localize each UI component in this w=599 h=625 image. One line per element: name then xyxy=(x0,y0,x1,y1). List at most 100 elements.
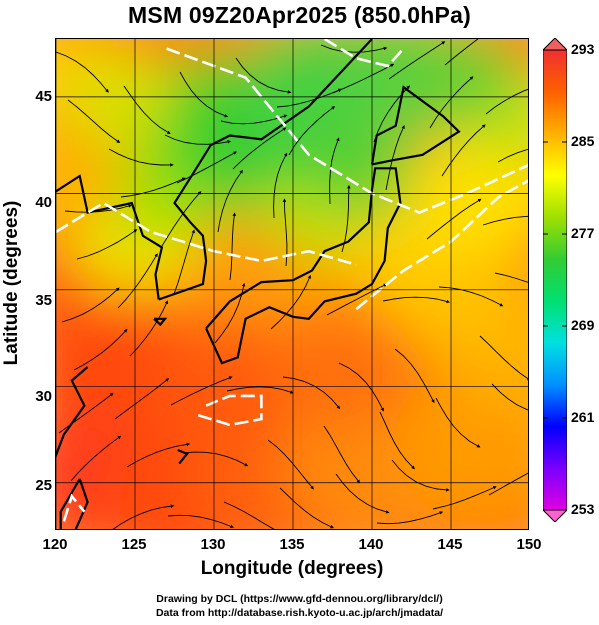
streamline xyxy=(388,41,446,80)
streamline xyxy=(64,204,133,213)
contour-line xyxy=(62,493,86,522)
streamline xyxy=(67,99,121,144)
streamline xyxy=(379,411,415,470)
credits-line-2: Data from http://database.rish.kyoto-u.a… xyxy=(155,607,444,619)
colorbar-gradient xyxy=(543,49,567,511)
streamline xyxy=(273,152,288,219)
streamline xyxy=(235,57,292,94)
streamline xyxy=(426,198,482,240)
streamline xyxy=(220,114,288,125)
streamline xyxy=(432,486,497,510)
streamline xyxy=(70,435,122,482)
streamline xyxy=(276,88,342,108)
x-tick-label: 130 xyxy=(200,536,226,553)
coast-segment xyxy=(177,448,189,465)
streamline xyxy=(61,287,120,323)
colorbar-tick-label: 261 xyxy=(571,409,595,425)
streamline xyxy=(485,88,528,115)
y-axis-label: Latitude (degrees) xyxy=(1,200,22,366)
contour-line xyxy=(197,394,263,427)
coast-segment xyxy=(370,85,461,166)
x-tick-label: 125 xyxy=(121,536,147,553)
x-tick-label: 120 xyxy=(42,536,68,553)
streamline xyxy=(479,335,528,381)
coast-segment xyxy=(158,39,373,301)
coast-segment xyxy=(56,366,89,459)
streamline xyxy=(491,383,528,411)
streamline xyxy=(217,169,243,233)
coast-segment xyxy=(153,317,168,327)
colorbar-tick-label: 285 xyxy=(571,133,595,149)
streamline xyxy=(176,151,237,184)
streamline xyxy=(164,134,232,145)
streamline xyxy=(76,229,138,260)
streamline xyxy=(429,76,474,129)
streamline xyxy=(497,148,528,163)
wind-streamlines xyxy=(56,39,528,529)
streamline xyxy=(170,376,233,406)
streamline xyxy=(229,212,237,281)
colorbar-top-triangle xyxy=(543,38,567,51)
contour-line xyxy=(166,47,528,215)
contour-line xyxy=(323,39,405,68)
colorbar-tick-label: 293 xyxy=(571,41,595,57)
streamline xyxy=(73,328,128,371)
streamline xyxy=(223,501,275,529)
streamline xyxy=(341,184,351,253)
y-tick-label: 45 xyxy=(35,88,52,105)
colorbar-tick-label: 253 xyxy=(571,501,595,517)
streamline xyxy=(279,487,335,529)
streamline xyxy=(438,286,504,307)
streamline xyxy=(435,397,481,448)
map-plot-area xyxy=(55,38,529,530)
chart-title: MSM 09Z20Apr2025 (850.0hPa) xyxy=(128,2,471,28)
colorbar-tick-label: 277 xyxy=(571,225,595,241)
streamline xyxy=(56,51,109,93)
streamline xyxy=(320,44,388,53)
y-tick-label: 35 xyxy=(35,292,52,309)
streamline xyxy=(129,300,168,357)
streamline xyxy=(117,253,158,309)
streamline xyxy=(482,215,528,226)
credits-line-1: Drawing by DCL (https://www.gfd-dennou.o… xyxy=(156,593,443,605)
coast-segment xyxy=(205,167,402,365)
streamline xyxy=(323,425,361,484)
colorbar-bottom-triangle xyxy=(543,509,567,522)
x-axis-label: Longitude (degrees) xyxy=(200,558,384,579)
credits: Drawing by DCL (https://www.gfd-dennou.o… xyxy=(0,592,599,620)
streamline xyxy=(182,451,249,467)
streamline xyxy=(385,124,405,191)
streamline xyxy=(108,148,174,167)
colorbar-tick-label: 269 xyxy=(571,317,595,333)
streamline xyxy=(226,386,294,394)
streamline xyxy=(441,124,486,177)
streamline xyxy=(173,229,195,295)
streamline xyxy=(179,71,229,118)
x-tick-label: 140 xyxy=(358,536,384,553)
streamline xyxy=(167,514,234,529)
y-tick-label: 25 xyxy=(35,477,52,494)
x-tick-label: 135 xyxy=(279,536,305,553)
y-tick-label: 40 xyxy=(35,194,52,211)
streamline xyxy=(288,106,336,156)
x-tick-label: 150 xyxy=(516,536,542,553)
streamline xyxy=(391,459,450,492)
streamline xyxy=(161,190,202,247)
streamline xyxy=(338,362,384,412)
coastline xyxy=(56,39,461,529)
streamline xyxy=(394,348,435,404)
colorbar xyxy=(543,38,567,522)
coast-segment xyxy=(59,478,89,529)
streamline xyxy=(58,392,114,434)
streamline xyxy=(382,296,451,304)
x-tick-label: 145 xyxy=(437,536,463,553)
streamline xyxy=(494,272,528,283)
streamline xyxy=(267,439,314,490)
streamline xyxy=(232,127,287,170)
streamline xyxy=(112,504,175,529)
streamline xyxy=(126,442,191,468)
streamline xyxy=(270,274,311,330)
streamline xyxy=(329,137,340,205)
lat-lon-grid xyxy=(56,39,528,529)
streamline xyxy=(123,85,171,135)
